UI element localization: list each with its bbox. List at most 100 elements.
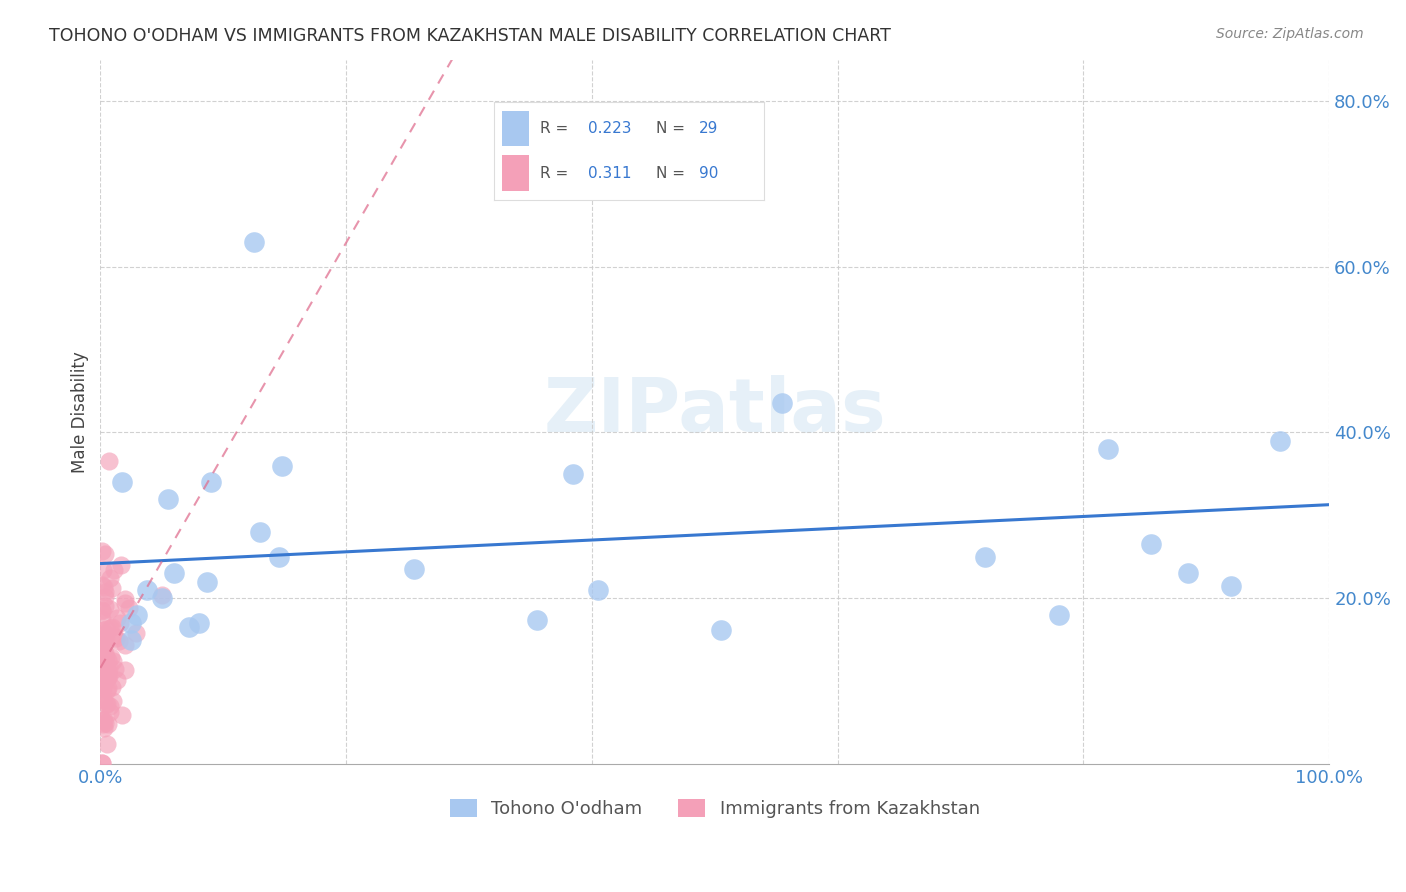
Point: [586, 582, 609, 597]
Point: [111, 475, 134, 490]
Point: [120, 615, 142, 630]
Point: [94, 646, 117, 660]
Point: [127, 607, 149, 622]
Point: [105, 611, 128, 625]
Point: [94, 715, 117, 730]
Point: [101, 619, 124, 633]
Point: [156, 491, 179, 506]
Point: [101, 654, 124, 668]
Point: [1268, 434, 1291, 448]
Point: [90, 670, 112, 684]
Point: [97, 660, 120, 674]
Point: [90, 670, 112, 684]
Point: [94, 626, 117, 640]
Point: [97, 717, 120, 731]
Point: [91, 657, 114, 672]
Legend: Tohono O'odham, Immigrants from Kazakhstan: Tohono O'odham, Immigrants from Kazakhst…: [443, 791, 987, 825]
Point: [93, 632, 115, 646]
Point: [526, 614, 548, 628]
Point: [97, 681, 120, 695]
Point: [90, 603, 112, 617]
Point: [98, 705, 121, 719]
Point: [107, 673, 129, 687]
Point: [94, 658, 117, 673]
Text: ZIPatlas: ZIPatlas: [544, 376, 886, 448]
Point: [100, 581, 122, 595]
Point: [96, 662, 118, 676]
Point: [1047, 607, 1070, 622]
Point: [114, 591, 136, 606]
Point: [90, 714, 112, 728]
Point: [90, 544, 112, 558]
Point: [136, 582, 159, 597]
Point: [1177, 566, 1199, 581]
Point: [90, 604, 112, 618]
Point: [91, 674, 114, 689]
Point: [96, 662, 118, 676]
Point: [94, 585, 117, 599]
Point: [93, 666, 115, 681]
Point: [103, 629, 125, 643]
Point: [104, 631, 127, 645]
Point: [93, 640, 115, 655]
Point: [710, 623, 733, 637]
Point: [974, 549, 997, 564]
Point: [93, 651, 115, 665]
Text: TOHONO O'ODHAM VS IMMIGRANTS FROM KAZAKHSTAN MALE DISABILITY CORRELATION CHART: TOHONO O'ODHAM VS IMMIGRANTS FROM KAZAKH…: [49, 27, 891, 45]
Point: [96, 671, 118, 685]
Point: [96, 737, 118, 751]
Point: [243, 235, 266, 249]
Point: [94, 590, 117, 604]
Point: [200, 475, 222, 490]
Point: [187, 615, 209, 630]
Point: [100, 621, 122, 635]
Point: [90, 612, 112, 626]
Point: [90, 644, 112, 658]
Point: [91, 673, 114, 688]
Point: [562, 467, 585, 481]
Point: [90, 713, 112, 727]
Point: [94, 650, 117, 665]
Point: [114, 638, 136, 652]
Point: [91, 563, 114, 577]
Point: [114, 663, 136, 677]
Point: [770, 396, 793, 410]
Point: [94, 547, 117, 561]
Point: [271, 458, 294, 473]
Point: [108, 615, 131, 630]
Point: [267, 549, 290, 564]
Point: [97, 454, 120, 468]
Point: [1219, 579, 1241, 593]
Point: [114, 596, 136, 610]
Point: [97, 653, 120, 667]
Point: [91, 623, 114, 637]
Point: [90, 636, 112, 650]
Point: [91, 717, 114, 731]
Point: [125, 626, 148, 640]
Point: [93, 675, 115, 690]
Point: [93, 627, 115, 641]
Point: [100, 650, 122, 665]
Point: [90, 635, 112, 649]
Point: [104, 662, 127, 676]
Point: [96, 682, 118, 697]
Point: [97, 671, 120, 685]
Point: [108, 633, 131, 648]
Point: [177, 620, 200, 634]
Point: [150, 591, 173, 606]
Point: [100, 680, 122, 694]
Point: [103, 563, 125, 577]
Point: [94, 698, 117, 712]
Point: [118, 601, 141, 615]
Point: [93, 721, 115, 735]
Point: [90, 644, 112, 658]
Point: [96, 622, 118, 636]
Point: [195, 574, 218, 589]
Point: [91, 654, 114, 668]
Point: [101, 694, 124, 708]
Point: [120, 632, 142, 647]
Point: [93, 693, 115, 707]
Point: [96, 632, 118, 646]
Point: [98, 668, 121, 682]
Point: [90, 578, 112, 592]
